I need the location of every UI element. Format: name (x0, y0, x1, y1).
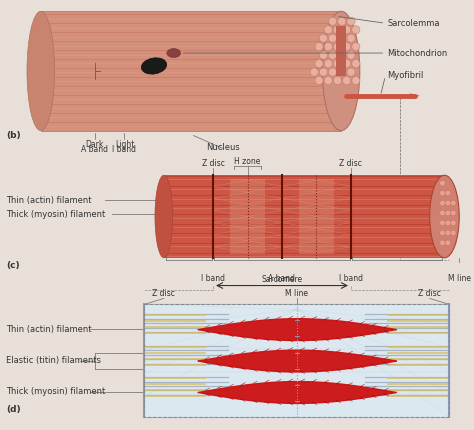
Text: Thick (myosin) filament: Thick (myosin) filament (6, 209, 106, 218)
Polygon shape (410, 93, 420, 98)
Circle shape (338, 34, 346, 42)
Text: I band: I band (339, 273, 363, 283)
Circle shape (451, 210, 456, 216)
Circle shape (347, 17, 355, 25)
Text: Sarcolemma: Sarcolemma (387, 19, 440, 28)
Circle shape (445, 200, 451, 206)
Ellipse shape (430, 175, 459, 258)
Circle shape (343, 43, 351, 51)
Circle shape (324, 77, 332, 85)
Text: I band: I band (112, 145, 137, 154)
Text: Elastic (titin) filaments: Elastic (titin) filaments (6, 356, 101, 365)
Polygon shape (336, 26, 346, 76)
Circle shape (440, 210, 445, 216)
Circle shape (347, 34, 355, 42)
Circle shape (319, 34, 328, 42)
Circle shape (352, 77, 360, 85)
Ellipse shape (27, 11, 55, 131)
Text: Z disc: Z disc (418, 289, 441, 298)
Circle shape (347, 51, 355, 59)
Circle shape (310, 68, 318, 76)
Circle shape (451, 200, 456, 206)
Text: (d): (d) (6, 405, 21, 414)
Text: M line: M line (285, 289, 308, 298)
Text: H zone: H zone (234, 157, 261, 166)
Circle shape (343, 77, 351, 85)
Text: Light: Light (115, 141, 134, 150)
Circle shape (445, 190, 451, 196)
Circle shape (347, 68, 355, 76)
Text: Thin (actin) filament: Thin (actin) filament (6, 196, 92, 205)
Circle shape (324, 43, 332, 51)
Circle shape (343, 59, 351, 68)
Circle shape (338, 51, 346, 59)
Circle shape (333, 26, 342, 34)
Polygon shape (230, 179, 265, 254)
Circle shape (445, 240, 451, 246)
Circle shape (352, 43, 360, 51)
Text: Z disc: Z disc (201, 159, 225, 168)
Circle shape (328, 68, 337, 76)
Circle shape (324, 59, 332, 68)
Text: (c): (c) (6, 261, 20, 270)
Polygon shape (144, 304, 449, 417)
Circle shape (338, 68, 346, 76)
Circle shape (333, 77, 342, 85)
Circle shape (440, 230, 445, 236)
Circle shape (319, 68, 328, 76)
Text: Z disc: Z disc (153, 289, 175, 298)
Ellipse shape (141, 58, 167, 74)
Circle shape (440, 220, 445, 226)
Circle shape (324, 26, 332, 34)
Text: Z disc: Z disc (339, 159, 362, 168)
Circle shape (315, 77, 323, 85)
Circle shape (451, 220, 456, 226)
Polygon shape (41, 11, 341, 131)
Circle shape (445, 210, 451, 216)
Circle shape (315, 59, 323, 68)
Circle shape (440, 200, 445, 206)
Text: I band: I band (201, 273, 225, 283)
Circle shape (328, 34, 337, 42)
Text: Myofibril: Myofibril (387, 71, 424, 80)
Circle shape (338, 17, 346, 25)
Text: A band: A band (82, 145, 109, 154)
Circle shape (445, 230, 451, 236)
Polygon shape (164, 175, 445, 258)
Circle shape (319, 51, 328, 59)
Circle shape (445, 220, 451, 226)
Circle shape (328, 17, 337, 25)
Ellipse shape (155, 175, 173, 258)
Circle shape (440, 240, 445, 246)
Text: Mitochondrion: Mitochondrion (387, 49, 447, 58)
Text: M line: M line (448, 273, 471, 283)
Text: Sarcomere: Sarcomere (262, 274, 302, 283)
Text: Dark: Dark (86, 141, 104, 150)
Circle shape (343, 26, 351, 34)
Circle shape (451, 230, 456, 236)
Text: A band: A band (268, 273, 295, 283)
Circle shape (440, 181, 445, 186)
Text: Thick (myosin) filament: Thick (myosin) filament (6, 387, 106, 396)
Text: Thin (actin) filament: Thin (actin) filament (6, 325, 92, 334)
Circle shape (440, 190, 445, 196)
Ellipse shape (167, 49, 181, 58)
Circle shape (328, 51, 337, 59)
Circle shape (333, 59, 342, 68)
Polygon shape (299, 179, 334, 254)
Ellipse shape (322, 11, 360, 131)
Circle shape (315, 43, 323, 51)
Circle shape (333, 43, 342, 51)
Text: (b): (b) (6, 132, 21, 141)
Circle shape (352, 26, 360, 34)
Circle shape (352, 59, 360, 68)
Text: Nucleus: Nucleus (206, 144, 240, 152)
